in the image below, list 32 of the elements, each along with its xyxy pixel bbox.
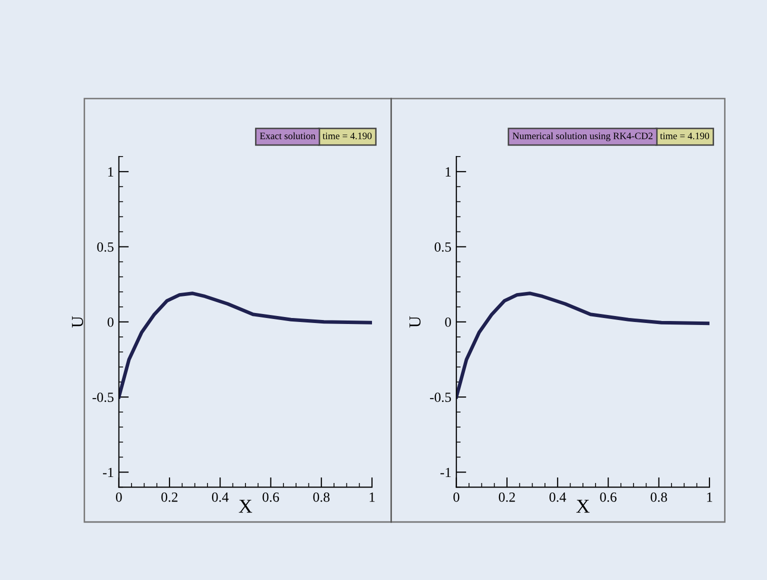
x-tick-label: 0.2 [498, 492, 515, 502]
text: Numerical solution using RK4-CD2 [512, 132, 652, 142]
x-tick-label: 0.2 [161, 492, 178, 502]
x-tick-label: 0.8 [650, 492, 668, 502]
y-tick-label: -1 [440, 468, 451, 477]
x-tick-label: 1 [707, 492, 712, 502]
y-tick-label: -0.5 [92, 392, 114, 402]
x-tick-label: 0.6 [600, 492, 616, 502]
line-series [118, 292, 372, 399]
x-axis-title: X [576, 500, 590, 513]
text: time = 4.190 [322, 132, 372, 140]
line-series [456, 292, 710, 399]
y-axis-title: U [410, 316, 421, 328]
x-tick-label: 0.4 [549, 492, 566, 502]
y-tick-label: 1 [446, 167, 451, 176]
y-tick-label: 0.5 [434, 242, 451, 252]
x-axis-title: X [238, 500, 252, 513]
x-tick-label: 0 [453, 492, 460, 502]
x-tick-label: 1 [370, 492, 375, 502]
y-tick-label: 0.5 [97, 242, 114, 252]
y-axis-title: U [72, 316, 84, 328]
y-tick-label: 0 [108, 317, 114, 327]
y-tick-label: 1 [108, 167, 114, 176]
y-tick-label: -1 [102, 468, 114, 477]
x-tick-label: 0.4 [212, 492, 229, 502]
y-tick-label: -0.5 [430, 392, 451, 402]
y-tick-label: 0 [445, 317, 451, 327]
text: Exact solution [260, 132, 316, 140]
x-tick-label: 0 [116, 492, 122, 502]
x-tick-label: 0.8 [313, 492, 330, 502]
text: time = 4.190 [660, 132, 710, 140]
x-tick-label: 0.6 [262, 492, 280, 502]
